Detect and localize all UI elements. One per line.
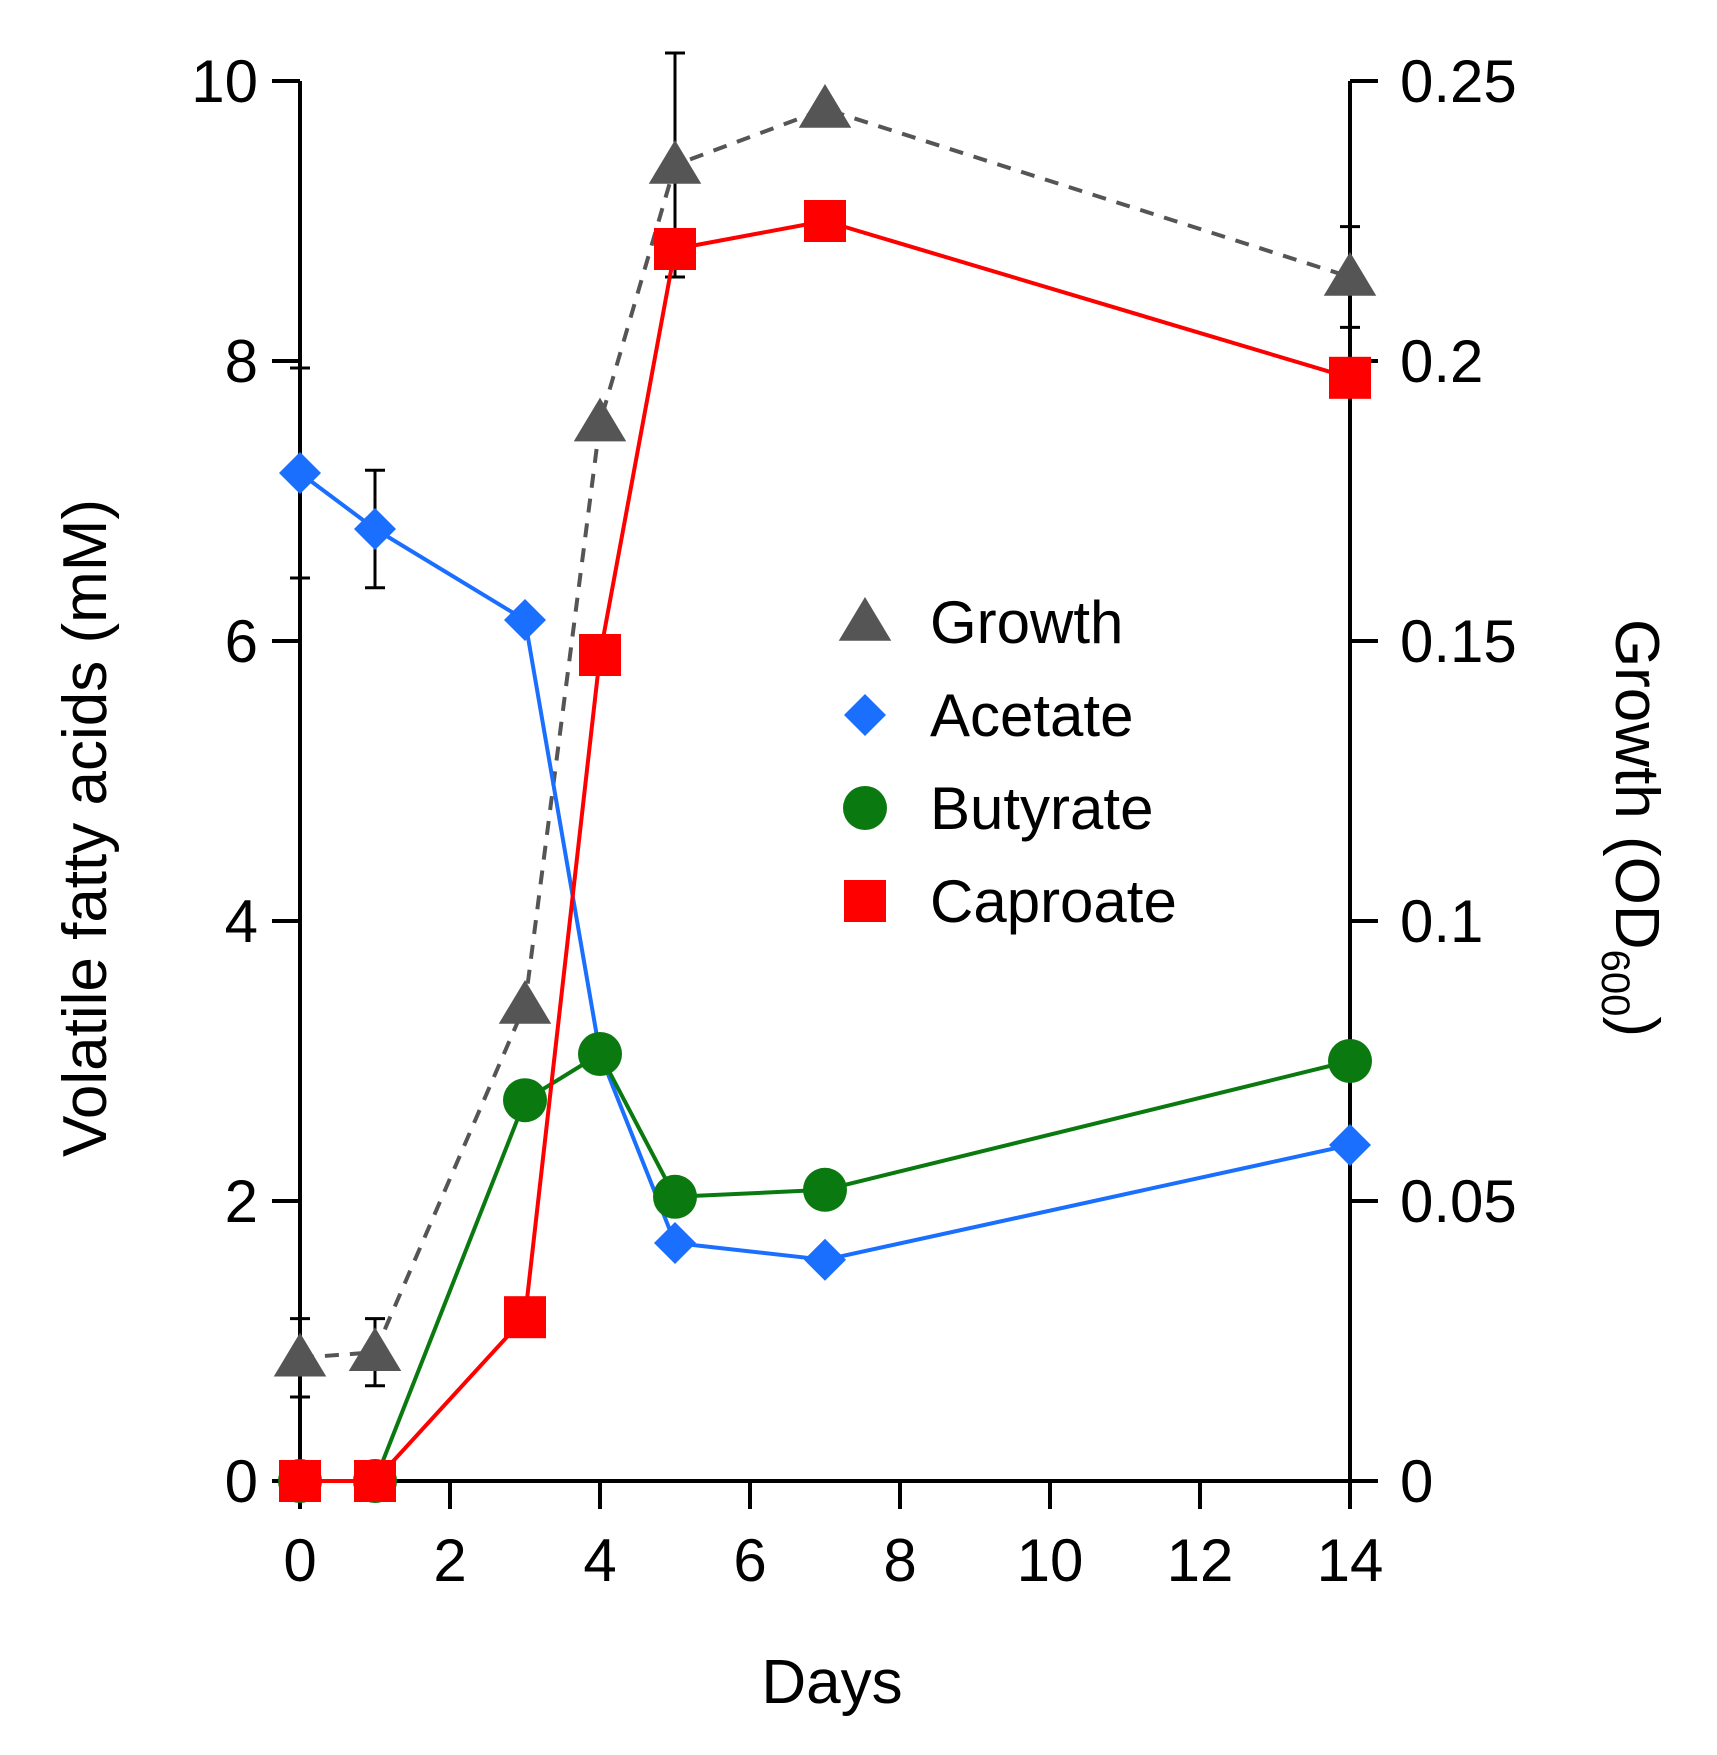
legend-item-caproate: Caproate xyxy=(844,868,1177,935)
x-tick-label: 8 xyxy=(883,1527,916,1594)
x-tick-label: 4 xyxy=(583,1527,616,1594)
x-tick-label: 10 xyxy=(1017,1527,1084,1594)
x-tick-label: 12 xyxy=(1167,1527,1234,1594)
y-left-tick-label: 0 xyxy=(225,1448,258,1515)
series-growth xyxy=(273,51,1377,1399)
x-tick-label: 14 xyxy=(1317,1527,1384,1594)
data-point-caproate xyxy=(654,228,696,270)
legend-item-growth: Growth xyxy=(838,589,1123,656)
data-point-caproate xyxy=(579,634,621,676)
data-point-caproate xyxy=(804,200,846,242)
legend-label-butyrate: Butyrate xyxy=(930,775,1153,842)
series-line-caproate xyxy=(300,219,1351,1483)
data-point-growth xyxy=(348,1327,402,1371)
y-axis-right-label-subscript: 600 xyxy=(1593,950,1637,1017)
legend-item-acetate: Acetate xyxy=(844,682,1133,749)
y-axis-right-label-main: Growth (OD xyxy=(1602,619,1671,950)
y-right-tick-label: 0 xyxy=(1400,1448,1433,1515)
data-point-growth xyxy=(573,397,627,442)
y-right-tick-label: 0.1 xyxy=(1400,888,1483,955)
data-point-acetate xyxy=(654,1222,696,1264)
data-point-growth xyxy=(273,1332,327,1377)
data-point-caproate xyxy=(504,1296,546,1339)
y-left-tick-label: 2 xyxy=(225,1168,258,1235)
x-axis-label: Days xyxy=(761,1648,902,1717)
legend-label-growth: Growth xyxy=(930,589,1123,656)
data-point-growth xyxy=(648,140,702,184)
x-tick-label: 0 xyxy=(283,1527,316,1594)
data-point-butyrate xyxy=(803,1167,847,1212)
x-tick-label: 2 xyxy=(433,1527,466,1594)
y-right-tick-label: 0.15 xyxy=(1400,608,1517,675)
data-point-growth xyxy=(1323,252,1377,296)
data-point-caproate xyxy=(279,1460,321,1502)
x-tick-label: 6 xyxy=(733,1527,766,1594)
legend-item-butyrate: Butyrate xyxy=(843,775,1153,842)
legend-label-caproate: Caproate xyxy=(930,868,1177,935)
series-layer xyxy=(273,51,1377,1503)
legend-label-acetate: Acetate xyxy=(930,682,1133,749)
y-axis-right-label-close: ) xyxy=(1602,1016,1671,1037)
data-point-growth xyxy=(798,84,852,128)
legend-marker-butyrate xyxy=(843,786,887,830)
y-right-tick-label: 0.05 xyxy=(1400,1168,1517,1235)
series-caproate xyxy=(279,200,1371,1502)
legend-marker-acetate xyxy=(844,694,886,736)
data-point-butyrate xyxy=(503,1078,547,1123)
y-axis-left-label: Volatile fatty acids (mM) xyxy=(51,499,120,1157)
y-right-tick-label: 0.2 xyxy=(1400,328,1483,395)
data-point-acetate xyxy=(354,508,396,550)
y-left-tick-label: 10 xyxy=(191,48,258,115)
data-point-butyrate xyxy=(1328,1039,1372,1083)
y-right-tick-label: 0.25 xyxy=(1400,48,1517,115)
legend-marker-caproate xyxy=(844,880,886,922)
data-point-butyrate xyxy=(578,1032,622,1076)
axis-labels: Days Volatile fatty acids (mM) Growth (O… xyxy=(51,499,1671,1717)
y-left-tick-label: 4 xyxy=(225,888,258,955)
legend: Growth Acetate Butyrate Caproate xyxy=(838,589,1177,935)
data-point-acetate xyxy=(804,1238,846,1281)
data-point-caproate xyxy=(354,1460,396,1502)
y-left-tick-label: 8 xyxy=(225,328,258,395)
data-point-acetate xyxy=(1329,1124,1371,1166)
data-point-butyrate xyxy=(653,1174,697,1219)
data-point-caproate xyxy=(1329,356,1371,399)
legend-marker-growth xyxy=(838,597,892,641)
data-point-growth xyxy=(498,980,552,1024)
series-line-acetate xyxy=(298,471,1351,1262)
series-acetate xyxy=(279,366,1371,1281)
data-point-acetate xyxy=(279,452,321,494)
y-axis-right-label: Growth (OD600) xyxy=(1593,619,1671,1037)
y-left-tick-label: 6 xyxy=(225,608,258,675)
data-point-acetate xyxy=(504,599,546,641)
